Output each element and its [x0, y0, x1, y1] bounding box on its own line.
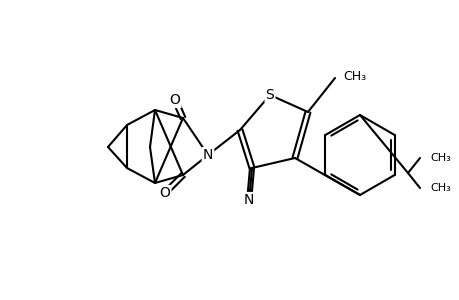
Text: S: S — [265, 88, 274, 102]
Text: CH₃: CH₃ — [342, 70, 365, 83]
Text: CH₃: CH₃ — [429, 153, 450, 163]
Text: N: N — [243, 193, 254, 207]
Text: CH₃: CH₃ — [429, 183, 450, 193]
Text: N: N — [202, 148, 213, 162]
Text: O: O — [169, 93, 180, 107]
Text: O: O — [159, 186, 170, 200]
